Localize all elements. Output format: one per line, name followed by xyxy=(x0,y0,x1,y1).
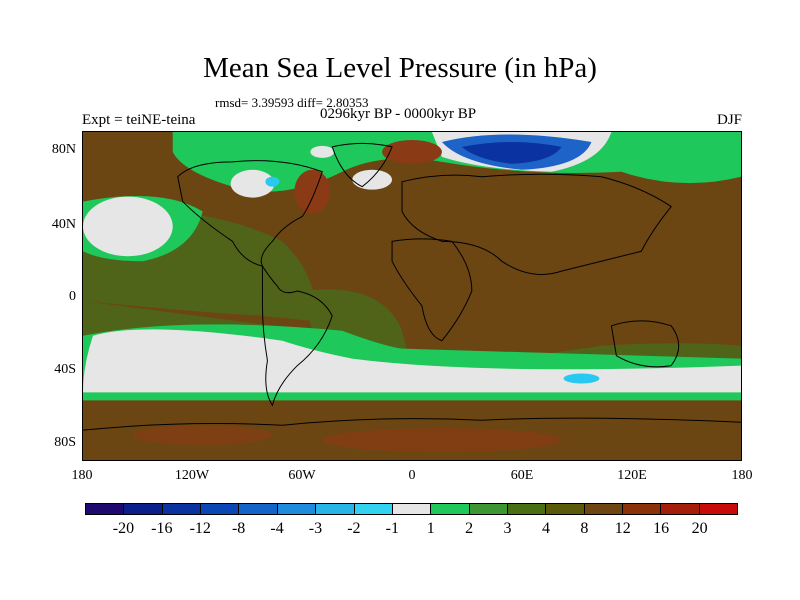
colorbar-swatch xyxy=(316,504,355,514)
colorbar-swatch xyxy=(546,504,585,514)
period-text: 0296kyr BP - 0000kyr BP xyxy=(320,106,477,122)
colorbar-tick-label: -3 xyxy=(308,520,323,537)
lon-label-0: 0 xyxy=(408,468,416,483)
colorbar-swatch xyxy=(86,504,125,514)
lat-label-40s: 40S xyxy=(54,362,76,377)
pressure-map xyxy=(82,131,742,461)
stats-text: rmsd= 3.39593 diff= 2.80353 xyxy=(215,95,369,110)
lon-label-60e: 60E xyxy=(510,468,534,483)
colorbar-tick-label: 3 xyxy=(503,520,512,537)
arctic-red xyxy=(382,139,442,164)
australia-coast xyxy=(610,320,680,368)
colorbar xyxy=(85,503,738,515)
hudson-cyan xyxy=(265,176,280,187)
siberia-darkblue xyxy=(461,141,562,164)
colorbar-swatch xyxy=(699,504,738,514)
colorbar-swatch xyxy=(354,504,393,514)
colorbar-swatch xyxy=(623,504,662,514)
greenland-coast xyxy=(331,142,393,188)
lat-label-0: 0 xyxy=(69,289,76,304)
colorbar-swatch xyxy=(124,504,163,514)
colorbar-tick-label: 8 xyxy=(580,520,589,537)
colorbar-tick-label: 20 xyxy=(691,520,708,537)
colorbar-tick-label: -12 xyxy=(189,520,211,537)
colorbar-swatch xyxy=(162,504,202,514)
greenland-gray xyxy=(352,169,393,190)
season-label: DJF xyxy=(716,112,742,128)
lon-label-180w: 180 xyxy=(71,468,93,483)
colorbar-swatch xyxy=(469,504,508,514)
eurasia-coast xyxy=(401,173,672,275)
colorbar-swatch xyxy=(201,504,240,514)
antarctic-red-west xyxy=(132,425,273,446)
colorbar-swatch xyxy=(584,504,624,514)
colorbar-swatch xyxy=(277,504,317,514)
colorbar-tick-label: -4 xyxy=(270,520,284,537)
colorbar-swatch xyxy=(507,504,547,514)
greenland-red xyxy=(294,169,331,214)
coastlines xyxy=(83,142,741,431)
indian-cyan xyxy=(563,373,600,384)
colorbar-swatch xyxy=(239,504,278,514)
colorbar-tick-label: 16 xyxy=(653,520,670,537)
chart-title: Mean Sea Level Pressure (in hPa) xyxy=(203,52,597,84)
south-america-coast xyxy=(261,264,333,407)
colorbar-tick-label: -8 xyxy=(231,520,246,537)
colorbar-swatch xyxy=(392,504,432,514)
npacific-gray xyxy=(83,196,173,257)
colorbar-tick-label: 2 xyxy=(465,520,474,537)
arctic-gray-patch xyxy=(310,145,335,158)
colorbar-tick-label: 1 xyxy=(426,520,435,537)
antarctic-red xyxy=(322,428,562,453)
north-america-coast xyxy=(177,160,323,267)
lon-label-120e: 120E xyxy=(617,468,647,483)
colorbar-tick-label: -2 xyxy=(347,520,361,537)
lat-label-40n: 40N xyxy=(51,217,76,232)
colorbar-tick-label: 12 xyxy=(614,520,631,537)
colorbar-swatch xyxy=(661,504,700,514)
lon-label-180e: 180 xyxy=(731,468,753,483)
antarctica-coast xyxy=(83,417,741,431)
africa-coast xyxy=(391,238,473,342)
colorbar-tick-label: -20 xyxy=(112,520,135,537)
lon-label-120w: 120W xyxy=(174,468,210,483)
lat-label-80s: 80S xyxy=(54,435,76,450)
lat-label-80n: 80N xyxy=(51,142,76,157)
lon-label-60w: 60W xyxy=(288,468,316,483)
colorbar-tick-label: -16 xyxy=(151,520,173,537)
colorbar-swatch xyxy=(431,504,470,514)
colorbar-tick-label: -1 xyxy=(385,520,399,537)
colorbar-tick-label: 4 xyxy=(541,520,550,537)
hudson-gray xyxy=(230,169,275,198)
experiment-label: Expt = teiNE-teina xyxy=(82,112,196,128)
